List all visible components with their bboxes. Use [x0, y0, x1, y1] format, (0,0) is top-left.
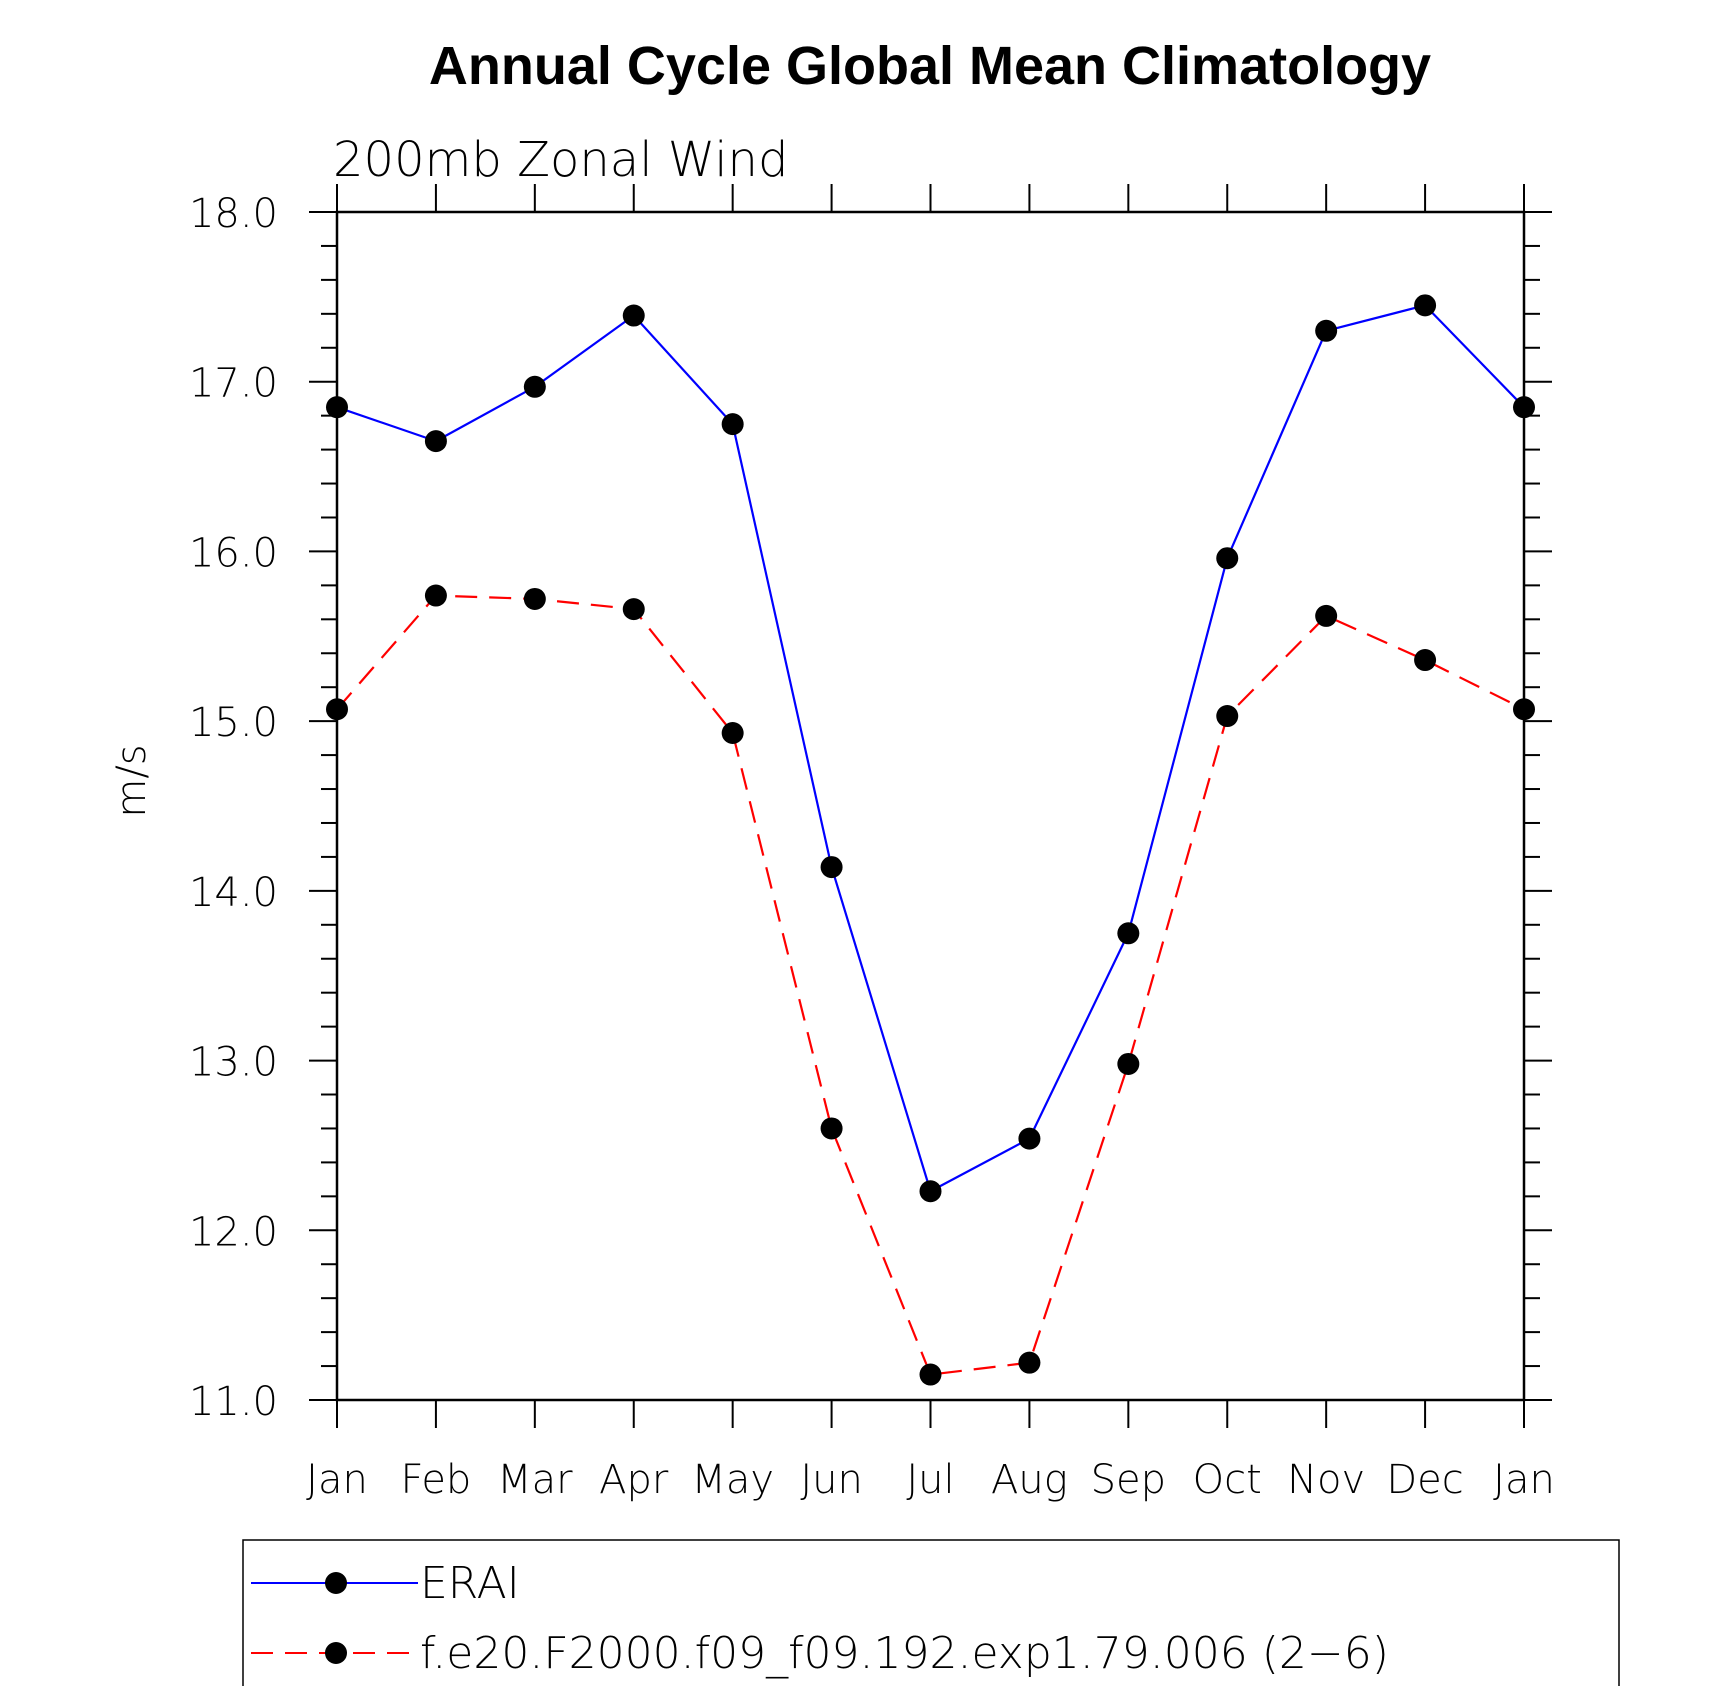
chart-subtitle: 200mb Zonal Wind: [333, 132, 788, 188]
y-tick-label: 17.0: [189, 361, 278, 407]
data-point: [1018, 1351, 1041, 1374]
x-tick-label: Jul: [906, 1457, 954, 1503]
y-tick-label: 18.0: [189, 191, 278, 237]
series-line-0: [336, 304, 1525, 1193]
series-line-1: [336, 594, 1525, 1376]
data-point: [1117, 1052, 1140, 1075]
x-tick-label: Oct: [1193, 1457, 1262, 1503]
legend-box: [242, 1539, 1620, 1686]
data-point: [721, 722, 744, 745]
data-point: [820, 856, 843, 879]
x-tick-label: Jun: [800, 1457, 863, 1503]
data-point: [523, 375, 546, 398]
plot-frame: [335, 210, 1526, 1402]
data-point: [1513, 396, 1535, 419]
y-tick-label: 13.0: [189, 1040, 278, 1086]
y-axis-ticks: 11.0 12.0 13.0 14.0 15.0 16.0 17.0 18.0: [189, 191, 1552, 1425]
data-point: [1018, 1127, 1041, 1150]
x-tick-label: May: [691, 1457, 774, 1503]
data-point: [622, 304, 645, 327]
chart-title: Annual Cycle Global Mean Climatology: [429, 36, 1431, 96]
x-tick-label: Mar: [497, 1457, 573, 1503]
data-point: [1513, 698, 1535, 721]
data-point: [326, 698, 348, 721]
series-layer: [326, 294, 1535, 1386]
data-point: [919, 1180, 942, 1203]
x-tick-label: Feb: [401, 1457, 472, 1503]
data-point: [622, 598, 645, 621]
data-point: [1315, 604, 1338, 627]
legend-marker-erai: [325, 1572, 347, 1594]
legend-label-model: f.e20.F2000.f09_f09.192.exp1.79.006 (2−6…: [420, 1628, 1389, 1679]
data-point: [1414, 294, 1437, 317]
data-point: [919, 1363, 942, 1386]
data-point: [1414, 649, 1437, 672]
legend-label-erai: ERAI: [420, 1558, 520, 1609]
x-tick-label: Jan: [1493, 1457, 1555, 1503]
data-point: [1315, 319, 1338, 342]
y-tick-label: 16.0: [189, 530, 278, 576]
y-tick-label: 11.0: [189, 1379, 278, 1425]
x-tick-label: Sep: [1091, 1457, 1166, 1503]
x-tick-label: Aug: [991, 1457, 1068, 1503]
y-axis-label: m/s: [109, 744, 155, 817]
data-point: [1216, 705, 1239, 728]
y-tick-label: 14.0: [189, 870, 278, 916]
plot-area: 11.0 12.0 13.0 14.0 15.0 16.0 17.0 18.0 Jan Feb M…: [189, 184, 1555, 1503]
legend: ERAI f.e20.F2000.f09_f09.192.exp1.79.006…: [242, 1539, 1620, 1686]
data-point: [820, 1117, 843, 1140]
data-point: [326, 396, 348, 419]
y-tick-label: 15.0: [189, 700, 278, 746]
y-tick-label: 12.0: [189, 1209, 278, 1255]
x-tick-label: Apr: [599, 1457, 669, 1503]
data-point: [721, 413, 744, 436]
data-point: [424, 584, 447, 607]
data-point: [523, 587, 546, 610]
data-point: [1117, 922, 1140, 945]
legend-marker-model: [325, 1642, 347, 1664]
x-axis-ticks: Jan Feb Mar Apr May Jun Jul Aug Sep Oct Nov Dec Jan: [306, 184, 1555, 1503]
x-tick-label: Dec: [1386, 1457, 1463, 1503]
x-tick-label: Jan: [306, 1457, 368, 1503]
data-point: [424, 430, 447, 453]
data-point: [1216, 547, 1239, 570]
x-tick-label: Nov: [1287, 1457, 1365, 1503]
